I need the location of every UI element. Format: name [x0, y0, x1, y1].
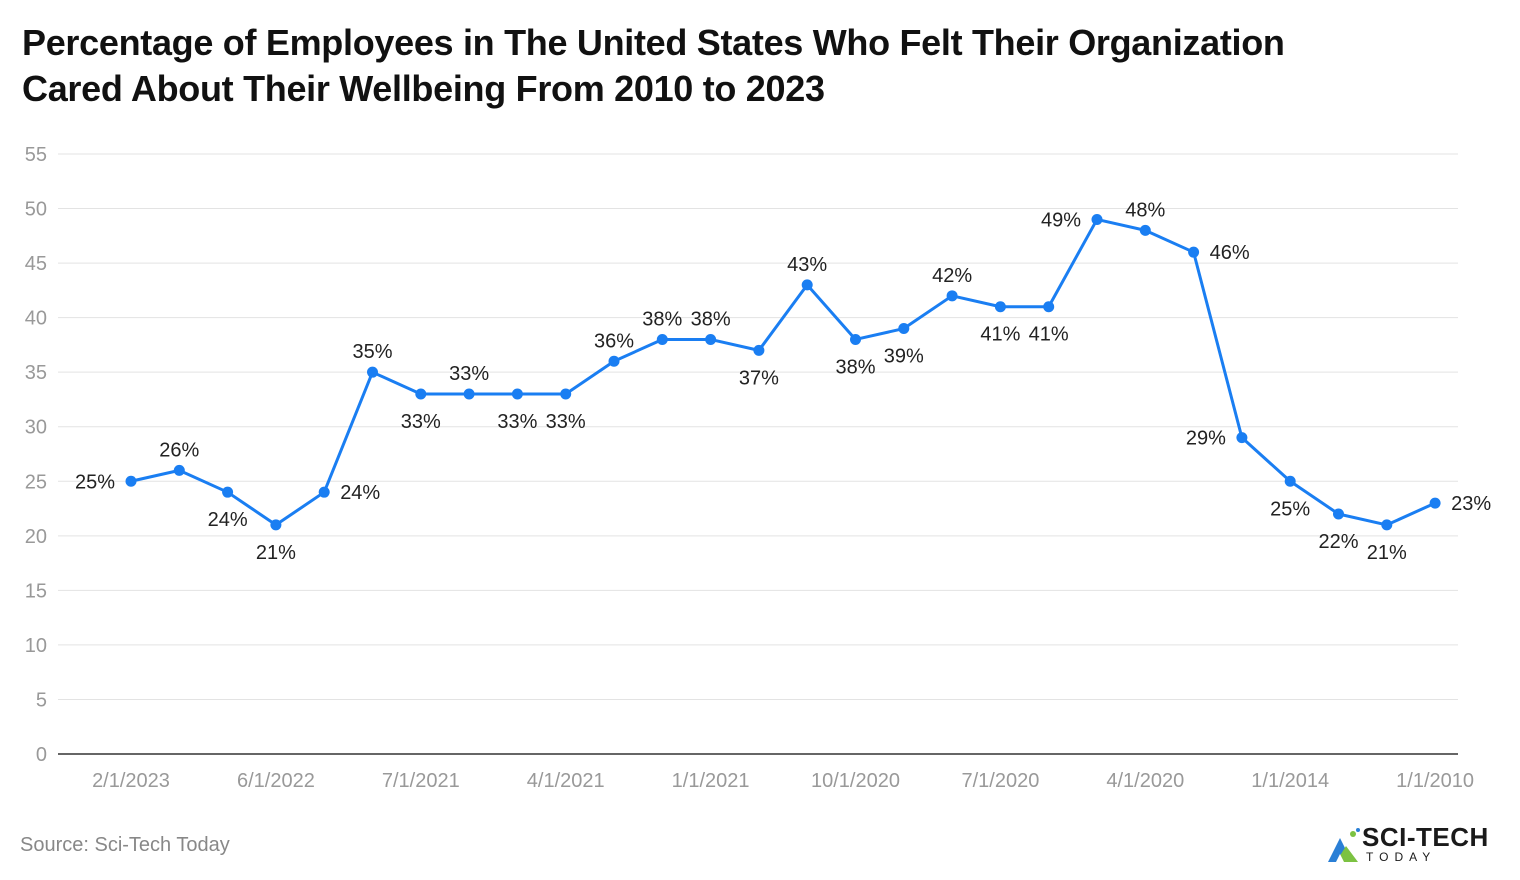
- data-label-8: 33%: [449, 363, 489, 385]
- data-point-13: [705, 333, 717, 345]
- data-label-7: 33%: [401, 411, 441, 433]
- data-label-28: 23%: [1451, 493, 1491, 515]
- x-tick-label-2: 6/1/2022: [237, 770, 315, 792]
- data-label-1: 25%: [75, 471, 115, 493]
- data-point-14: [753, 344, 765, 356]
- data-label-18: 42%: [932, 265, 972, 287]
- y-tick-label-55: 55: [25, 144, 47, 166]
- data-label-9: 33%: [497, 411, 537, 433]
- y-tick-label-50: 50: [25, 199, 47, 221]
- y-tick-label-30: 30: [25, 417, 47, 439]
- data-point-15: [801, 279, 813, 291]
- x-tick-label-9: 1/1/2014: [1251, 770, 1329, 792]
- data-point-10: [560, 388, 572, 400]
- data-label-11: 36%: [594, 330, 634, 352]
- data-point-2: [173, 464, 185, 476]
- y-tick-label-15: 15: [25, 580, 47, 602]
- x-tick-label-10: 1/1/2010: [1396, 770, 1474, 792]
- source-note: Source: Sci-Tech Today: [20, 834, 230, 856]
- data-label-15: 43%: [787, 254, 827, 276]
- x-tick-label-7: 7/1/2020: [961, 770, 1039, 792]
- data-label-26: 22%: [1318, 531, 1358, 553]
- data-label-21: 49%: [1041, 209, 1081, 231]
- chart-title-line-2: Cared About Their Wellbeing From 2010 to…: [22, 68, 825, 109]
- y-tick-label-0: 0: [36, 744, 47, 766]
- chart-title-line-1: Percentage of Employees in The United St…: [22, 22, 1285, 63]
- data-label-6: 35%: [352, 341, 392, 363]
- data-point-11: [608, 355, 620, 367]
- data-point-1: [125, 475, 137, 487]
- series-line: [129, 217, 1437, 527]
- chart-title: Percentage of Employees in The United St…: [22, 20, 1502, 112]
- y-tick-label-40: 40: [25, 308, 47, 330]
- x-tick-label-3: 7/1/2021: [382, 770, 460, 792]
- data-label-17: 39%: [884, 346, 924, 368]
- data-point-22: [1139, 224, 1151, 236]
- data-label-25: 25%: [1270, 498, 1310, 520]
- y-tick-label-45: 45: [25, 253, 47, 275]
- data-label-16: 38%: [835, 356, 875, 378]
- data-point-18: [946, 290, 958, 302]
- data-label-12: 38%: [642, 308, 682, 330]
- data-point-19: [994, 301, 1006, 313]
- y-tick-label-5: 5: [36, 689, 47, 711]
- data-label-13: 38%: [691, 308, 731, 330]
- data-label-24: 29%: [1186, 428, 1226, 450]
- data-label-23: 46%: [1210, 242, 1250, 264]
- data-point-21: [1091, 213, 1103, 225]
- data-point-5: [318, 486, 330, 498]
- data-point-12: [656, 333, 668, 345]
- data-point-27: [1381, 519, 1393, 531]
- logo-name: SCI-TECH: [1362, 822, 1489, 852]
- data-point-16: [850, 333, 861, 345]
- y-tick-label-35: 35: [25, 362, 47, 384]
- data-point-24: [1236, 432, 1248, 444]
- data-point-26: [1333, 508, 1344, 520]
- data-point-8: [463, 388, 475, 400]
- x-tick-label-8: 4/1/2020: [1106, 770, 1184, 792]
- x-tick-label-4: 4/1/2021: [527, 770, 605, 792]
- logo-mountain-icon: [1328, 828, 1360, 862]
- sci-tech-today-logo: SCI-TECH TODAY: [1326, 822, 1506, 868]
- logo-subtitle: TODAY: [1366, 850, 1437, 864]
- data-label-5: 24%: [340, 482, 380, 504]
- x-tick-label-1: 2/1/2023: [92, 770, 170, 792]
- data-label-3: 24%: [208, 509, 248, 531]
- x-tick-label-5: 1/1/2021: [672, 770, 750, 792]
- data-point-7: [415, 388, 427, 400]
- data-label-4: 21%: [256, 542, 296, 564]
- y-tick-label-20: 20: [25, 526, 47, 548]
- data-point-6: [367, 366, 378, 378]
- data-label-10: 33%: [546, 411, 586, 433]
- data-point-17: [898, 323, 910, 335]
- data-label-20: 41%: [1029, 324, 1069, 346]
- data-label-14: 37%: [739, 367, 779, 389]
- data-label-27: 21%: [1367, 542, 1407, 564]
- data-label-2: 26%: [159, 439, 199, 461]
- data-point-3: [222, 486, 234, 498]
- data-point-20: [1043, 301, 1055, 313]
- x-tick-label-6: 10/1/2020: [811, 770, 900, 792]
- data-label-22: 48%: [1125, 199, 1165, 221]
- data-point-28: [1429, 497, 1441, 509]
- data-point-9: [511, 388, 523, 400]
- data-point-23: [1188, 246, 1200, 258]
- data-label-19: 41%: [980, 324, 1020, 346]
- data-point-4: [270, 519, 282, 531]
- data-point-25: [1284, 475, 1296, 487]
- y-tick-label-25: 25: [25, 471, 47, 493]
- y-tick-label-10: 10: [25, 635, 47, 657]
